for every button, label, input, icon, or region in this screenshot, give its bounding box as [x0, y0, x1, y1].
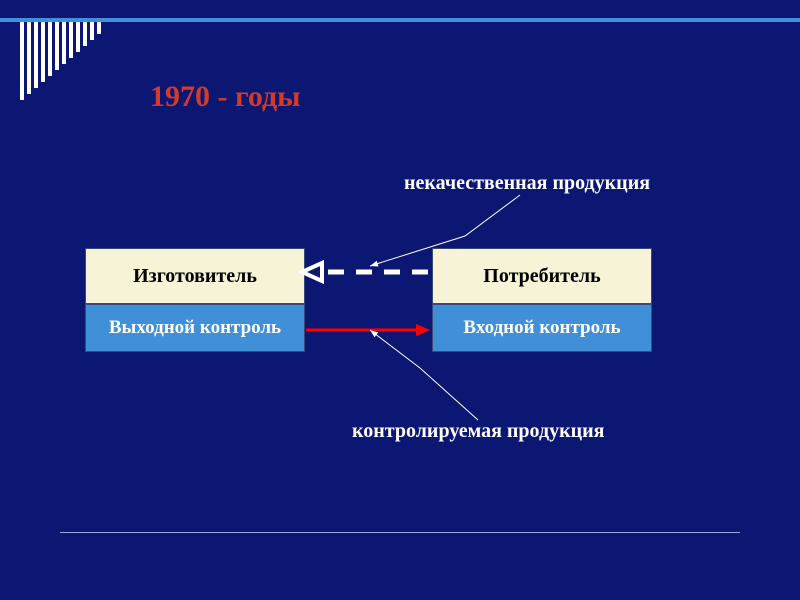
vbar — [34, 22, 38, 88]
vbar — [55, 22, 59, 70]
box-output-control: Выходной контроль — [85, 304, 305, 352]
vbar — [62, 22, 66, 64]
vbar — [41, 22, 45, 82]
vbar — [27, 22, 31, 94]
vbar — [20, 22, 24, 100]
decorative-vertical-bars — [20, 22, 101, 100]
bottom-rule — [60, 532, 740, 533]
vbar — [97, 22, 101, 34]
box-input-control: Входной контроль — [432, 304, 652, 352]
top-rule — [0, 18, 800, 22]
vbar — [76, 22, 80, 52]
label-controlled-products: контролируемая продукция — [352, 420, 604, 443]
vbar — [48, 22, 52, 76]
vbar — [90, 22, 94, 40]
slide: 1970 - годы некачественная продукция Изг… — [0, 0, 800, 600]
box-manufacturer: Изготовитель — [85, 248, 305, 304]
slide-title: 1970 - годы — [150, 80, 301, 114]
label-defective-products: некачественная продукция — [404, 172, 650, 195]
vbar — [69, 22, 73, 58]
box-consumer: Потребитель — [432, 248, 652, 304]
vbar — [83, 22, 87, 46]
